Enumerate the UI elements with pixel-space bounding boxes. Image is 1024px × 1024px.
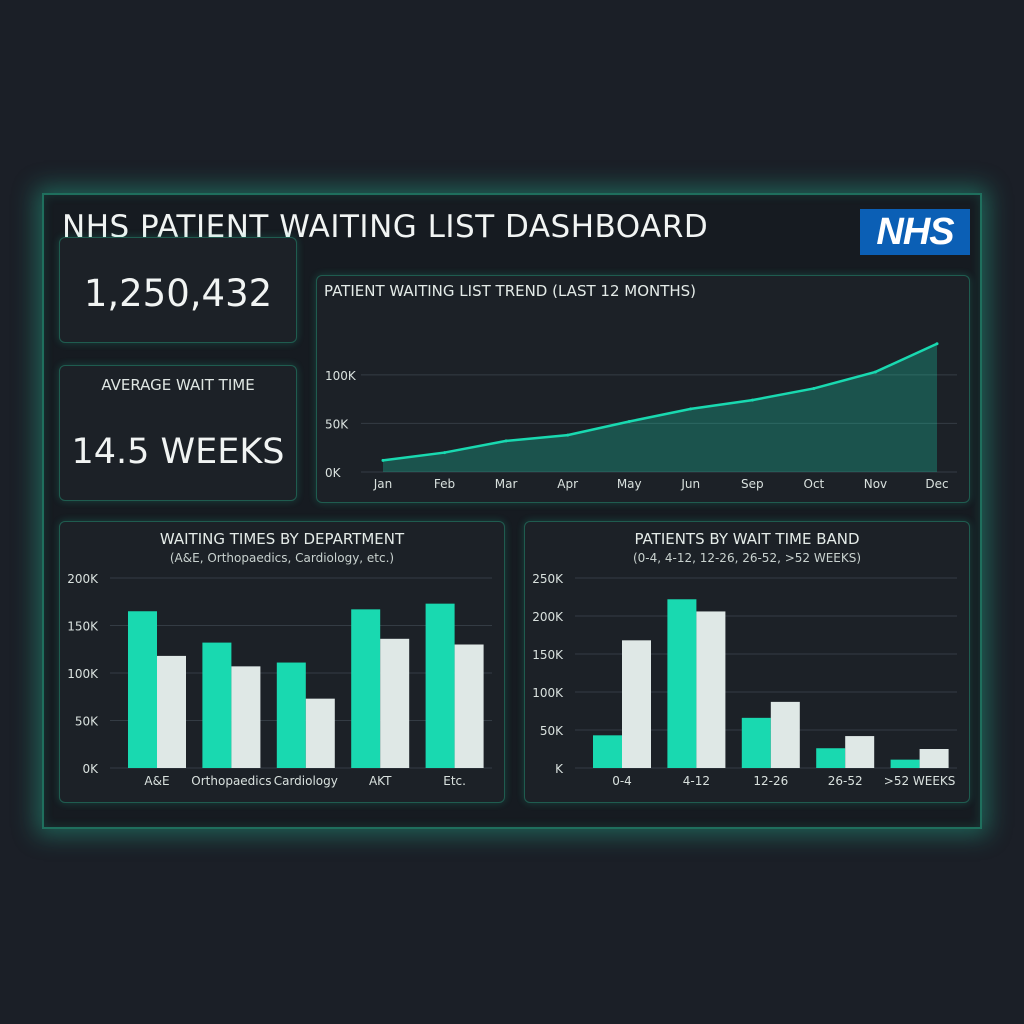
waitband-bar — [696, 611, 726, 768]
department-x-tick: Cardiology — [274, 774, 338, 788]
dashboard-panel: NHS PATIENT WAITING LIST DASHBOARD NHS 1… — [42, 193, 982, 829]
trend-x-tick: Dec — [925, 477, 948, 491]
trend-point — [935, 342, 939, 346]
waitband-bar — [593, 735, 622, 768]
department-bar — [202, 642, 232, 768]
department-bar — [380, 638, 410, 768]
waitband-x-tick: 26-52 — [828, 774, 863, 788]
waitband-bar — [890, 759, 920, 768]
department-y-tick: 100K — [67, 667, 99, 681]
waitband-bar — [770, 701, 800, 768]
trend-point — [873, 370, 877, 374]
trend-x-tick: Sep — [741, 477, 764, 491]
waitband-y-tick: 150K — [532, 648, 564, 662]
trend-x-tick: May — [617, 477, 642, 491]
waitband-y-tick: 250K — [532, 572, 564, 586]
department-bar — [425, 603, 455, 768]
trend-point — [750, 398, 754, 402]
trend-y-tick: 0K — [325, 466, 342, 480]
trend-x-tick: Mar — [495, 477, 518, 491]
department-bar — [454, 644, 484, 768]
trend-x-tick: Oct — [804, 477, 825, 491]
trend-x-tick: Feb — [434, 477, 455, 491]
waitband-chart-card: PATIENTS BY WAIT TIME BAND (0-4, 4-12, 1… — [524, 521, 970, 803]
department-chart: 0K 50K 100K 150K 200K A&E Orthopaedics Cardiolo… — [67, 572, 492, 788]
waitband-chart-title: PATIENTS BY WAIT TIME BAND — [634, 530, 860, 548]
trend-y-tick: 50K — [325, 417, 349, 431]
department-y-tick: 50K — [75, 715, 99, 729]
trend-y-tick: 100K — [325, 369, 357, 383]
department-chart-title: WAITING TIMES BY DEPARTMENT — [159, 530, 405, 548]
trend-x-tick: Jan — [373, 477, 393, 491]
department-x-tick: A&E — [144, 774, 169, 788]
trend-point — [812, 386, 816, 390]
waitband-y-tick: 200K — [532, 610, 564, 624]
waitband-y-tick: 100K — [532, 686, 564, 700]
waitband-x-tick: 0-4 — [612, 774, 632, 788]
waitband-bar — [667, 599, 697, 768]
trend-area — [383, 343, 937, 472]
department-bar — [128, 611, 157, 768]
department-y-tick: 200K — [67, 572, 99, 586]
department-bar — [231, 666, 261, 768]
total-patients-value: 1,250,432 — [83, 272, 273, 315]
department-y-tick: 150K — [67, 620, 99, 634]
average-wait-card: AVERAGE WAIT TIME 14.5 WEEKS — [59, 365, 297, 501]
trend-chart-title: PATIENT WAITING LIST TREND (LAST 12 MONT… — [324, 282, 697, 300]
waitband-x-tick: >52 WEEKS — [884, 774, 956, 788]
waitband-x-tick: 4-12 — [683, 774, 710, 788]
waitband-bar — [741, 717, 771, 768]
trend-point — [443, 451, 447, 455]
trend-point — [504, 439, 508, 443]
trend-line — [382, 342, 938, 462]
average-wait-value: 14.5 WEEKS — [71, 432, 285, 472]
department-x-tick: AKT — [369, 774, 392, 788]
nhs-logo: NHS — [860, 209, 970, 255]
trend-point — [381, 458, 385, 462]
trend-x-tick: Nov — [864, 477, 887, 491]
trend-chart-card: PATIENT WAITING LIST TREND (LAST 12 MONT… — [316, 275, 970, 503]
department-bar — [157, 655, 186, 768]
trend-x-tick: Jun — [680, 477, 700, 491]
department-bar — [351, 609, 381, 768]
trend-chart: 0K 50K 100K Jan Feb Mar Apr May Jun Sep Oct Nov Dec — [325, 342, 957, 491]
trend-point — [566, 433, 570, 437]
trend-point — [627, 419, 631, 423]
department-x-tick: Etc. — [443, 774, 466, 788]
average-wait-label: AVERAGE WAIT TIME — [101, 376, 255, 394]
department-chart-card: WAITING TIMES BY DEPARTMENT (A&E, Orthop… — [59, 521, 505, 803]
waitband-bar — [919, 749, 949, 768]
total-patients-card: 1,250,432 — [59, 237, 297, 343]
waitband-bar — [845, 736, 875, 768]
department-x-tick: Orthopaedics — [191, 774, 271, 788]
waitband-x-tick: 12-26 — [753, 774, 788, 788]
waitband-bar — [622, 640, 651, 768]
waitband-chart: K 50K 100K 150K 200K 250K 0-4 4-12 12-26 26-52 >52… — [532, 572, 957, 788]
department-y-tick: 0K — [82, 762, 99, 776]
trend-x-tick: Apr — [557, 477, 578, 491]
waitband-chart-subtitle: (0-4, 4-12, 12-26, 26-52, >52 WEEKS) — [632, 551, 862, 565]
trend-point — [689, 407, 693, 411]
department-bar — [276, 662, 306, 768]
department-bar — [305, 698, 335, 768]
department-chart-subtitle: (A&E, Orthopaedics, Cardiology, etc.) — [169, 551, 395, 565]
waitband-y-tick: K — [555, 762, 564, 776]
waitband-y-tick: 50K — [540, 724, 564, 738]
waitband-bar — [816, 748, 846, 768]
